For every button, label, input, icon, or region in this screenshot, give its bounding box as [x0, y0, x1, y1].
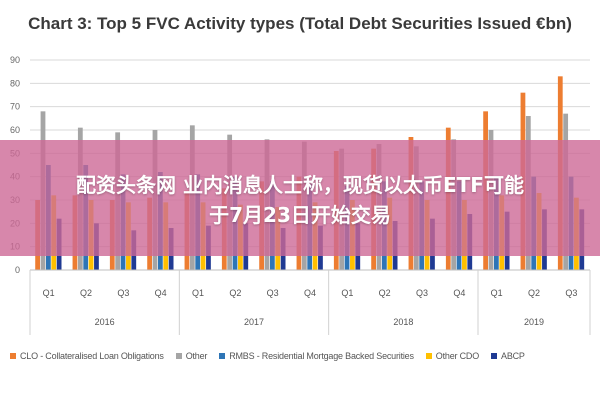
promo-banner-text: 配资头条网 业内消息人士称，现货以太币ETF可能 于7月23日开始交易 — [0, 170, 600, 230]
x-tick-label: Q3 — [117, 288, 129, 298]
chart-legend: CLO - Collateralised Loan Obligations Ot… — [10, 351, 600, 361]
legend-item-rmbs: RMBS - Residential Mortgage Backed Secur… — [219, 351, 414, 361]
year-label: 2016 — [95, 317, 115, 327]
chart-title: Chart 3: Top 5 FVC Activity types (Total… — [28, 14, 572, 33]
legend-item-other: Other — [175, 351, 208, 361]
legend-label-other-cdo: Other CDO — [435, 351, 480, 361]
legend-swatch-other-cdo — [425, 353, 432, 359]
x-tick-label: Q3 — [267, 288, 279, 298]
y-tick-label: 90 — [10, 55, 20, 65]
x-tick-label: Q4 — [304, 288, 316, 298]
year-label: 2019 — [524, 317, 544, 327]
x-tick-label: Q3 — [416, 288, 428, 298]
legend-item-other-cdo: Other CDO — [425, 351, 480, 361]
x-tick-label: Q1 — [192, 288, 204, 298]
x-tick-label: Q1 — [43, 288, 55, 298]
x-tick-label: Q2 — [80, 288, 92, 298]
legend-label-clo: CLO - Collateralised Loan Obligations — [20, 351, 164, 361]
legend-label-other: Other — [185, 351, 208, 361]
y-tick-label: 0 — [15, 265, 20, 275]
x-tick-label: Q1 — [341, 288, 353, 298]
x-tick-label: Q4 — [453, 288, 465, 298]
legend-swatch-other — [175, 353, 182, 359]
legend-swatch-rmbs — [219, 353, 226, 359]
y-tick-label: 70 — [10, 102, 20, 112]
promo-banner — [0, 140, 600, 256]
legend-label-rmbs: RMBS - Residential Mortgage Backed Secur… — [229, 351, 414, 361]
x-tick-label: Q1 — [491, 288, 503, 298]
x-tick-label: Q2 — [379, 288, 391, 298]
promo-banner-line-1: 配资头条网 业内消息人士称，现货以太币ETF可能 — [76, 173, 524, 197]
promo-banner-line-2: 于7月23日开始交易 — [209, 203, 391, 227]
legend-item-abcp: ABCP — [491, 351, 525, 361]
x-tick-label: Q2 — [528, 288, 540, 298]
x-tick-label: Q4 — [155, 288, 167, 298]
x-tick-label: Q3 — [565, 288, 577, 298]
x-tick-label: Q2 — [229, 288, 241, 298]
year-label: 2018 — [393, 317, 413, 327]
year-label: 2017 — [244, 317, 264, 327]
y-tick-label: 80 — [10, 78, 20, 88]
y-tick-label: 60 — [10, 125, 20, 135]
legend-item-clo: CLO - Collateralised Loan Obligations — [10, 351, 164, 361]
legend-label-abcp: ABCP — [501, 351, 525, 361]
legend-swatch-clo — [10, 353, 16, 359]
legend-swatch-abcp — [491, 353, 498, 359]
